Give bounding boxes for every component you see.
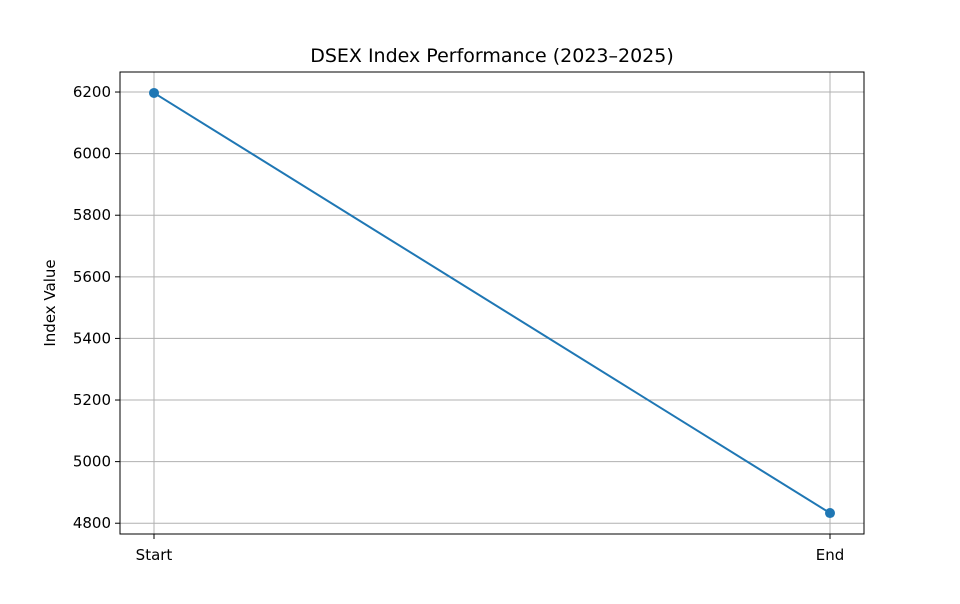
x-tick-label: End (816, 546, 845, 564)
y-tick-label: 4800 (73, 514, 111, 532)
data-point-end (825, 508, 835, 519)
y-tick-label: 5200 (73, 391, 111, 409)
y-axis-label: Index Value (41, 259, 59, 346)
y-tick-label: 5000 (73, 453, 111, 471)
y-tick-label: 6200 (73, 83, 111, 101)
data-point-start (149, 87, 159, 98)
data-series (149, 87, 835, 519)
axis-ticks: 4800 5000 5200 5400 5600 5800 6000 6200 Start End (73, 83, 844, 564)
y-tick-label: 5400 (73, 329, 111, 347)
grid-lines (120, 72, 864, 534)
plot-area-frame (119, 71, 865, 535)
chart-title: DSEX Index Performance (2023–2025) (310, 45, 674, 67)
y-tick-label: 5800 (73, 206, 111, 224)
y-tick-label: 5600 (73, 268, 111, 286)
series-line (153, 92, 831, 514)
x-tick-label: Start (136, 546, 173, 564)
y-tick-label: 6000 (73, 145, 111, 163)
